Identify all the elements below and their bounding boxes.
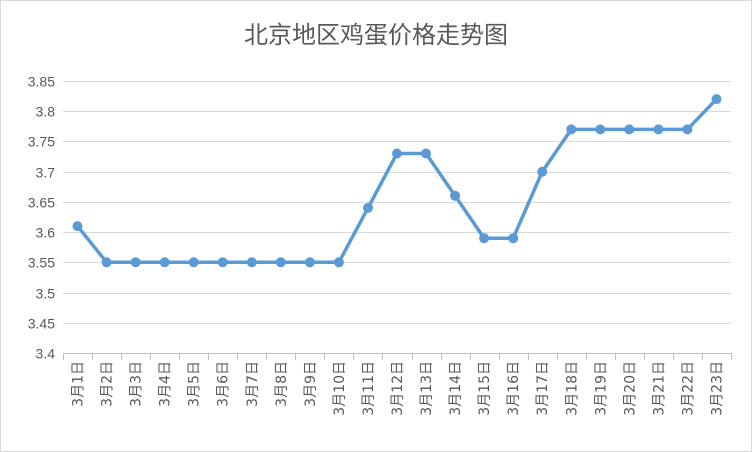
x-tick-label: 3月1日 [71, 361, 87, 407]
data-point [275, 257, 286, 268]
data-point [624, 124, 635, 135]
data-point [217, 257, 228, 268]
data-point [101, 257, 112, 268]
data-point [450, 190, 461, 201]
chart-title: 北京地区鸡蛋价格走势图 [244, 21, 508, 49]
x-tick-label: 3月21日 [651, 361, 667, 416]
data-point [682, 124, 693, 135]
y-tick-label: 3.75 [28, 134, 55, 150]
y-tick-label: 3.65 [28, 195, 55, 211]
x-tick-label: 3月14日 [448, 361, 464, 416]
x-tick-label: 3月12日 [390, 361, 406, 416]
x-tick-label: 3月6日 [216, 361, 232, 407]
data-point [304, 257, 315, 268]
data-point [653, 124, 664, 135]
x-tick-label: 3月23日 [709, 361, 725, 416]
x-tick-label: 3月19日 [593, 361, 609, 416]
x-tick-label: 3月10日 [332, 361, 348, 416]
x-tick-label: 3月7日 [245, 361, 261, 407]
data-point [479, 233, 490, 244]
data-point [566, 124, 577, 135]
y-tick-label: 3.7 [36, 165, 56, 181]
y-tick-label: 3.4 [36, 346, 56, 362]
data-point [246, 257, 257, 268]
y-tick-label: 3.6 [36, 225, 56, 241]
x-tick-label: 3月5日 [187, 361, 203, 407]
x-tick-label: 3月13日 [419, 361, 435, 416]
y-tick-label: 3.55 [28, 255, 55, 271]
data-point [421, 148, 431, 159]
x-tick-label: 3月17日 [535, 361, 551, 416]
data-point [363, 202, 373, 213]
y-tick-label: 3.45 [28, 316, 55, 332]
series-line [75, 97, 719, 265]
data-point [595, 124, 606, 135]
x-tick-label: 3月18日 [564, 361, 580, 416]
x-tick-label: 3月3日 [129, 361, 145, 407]
y-tick-label: 3.8 [36, 104, 56, 120]
x-tick-label: 3月4日 [158, 361, 174, 407]
x-tick-label: 3月2日 [100, 361, 116, 407]
data-point [159, 257, 170, 268]
x-tick-label: 3月11日 [361, 361, 377, 416]
data-point [537, 166, 548, 177]
data-point [508, 233, 519, 244]
x-tick-label: 3月22日 [680, 361, 696, 416]
x-tick-label: 3月15日 [477, 361, 493, 416]
data-point [72, 221, 83, 232]
x-tick-label: 3月8日 [274, 361, 290, 407]
y-tick-label: 3.85 [28, 74, 55, 90]
x-tick-label: 3月9日 [303, 361, 319, 407]
x-tick-label: 3月16日 [506, 361, 522, 416]
data-point [392, 148, 402, 159]
x-tick-label: 3月20日 [622, 361, 638, 416]
data-point [711, 94, 722, 105]
data-point [333, 257, 344, 268]
y-tick-label: 3.5 [36, 286, 56, 302]
data-point [188, 257, 199, 268]
data-point [130, 257, 141, 268]
